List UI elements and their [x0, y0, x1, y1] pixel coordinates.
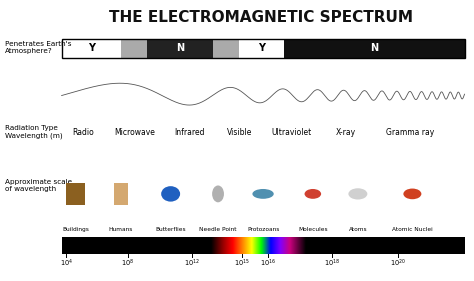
Text: $10^{18}$: $10^{18}$: [324, 258, 340, 269]
Bar: [114, 183, 128, 205]
Bar: [213, 39, 239, 58]
Ellipse shape: [403, 189, 421, 199]
Text: Butterflies: Butterflies: [155, 226, 186, 232]
Text: Y: Y: [258, 44, 265, 53]
Bar: [62, 39, 121, 58]
Text: Microwave: Microwave: [115, 128, 155, 137]
Text: Radio: Radio: [72, 128, 94, 137]
Bar: [66, 183, 85, 205]
Text: Ultraviolet: Ultraviolet: [272, 128, 311, 137]
Text: Needle Point: Needle Point: [199, 226, 237, 232]
Text: Atoms: Atoms: [348, 226, 367, 232]
Text: $10^{12}$: $10^{12}$: [184, 258, 200, 269]
Bar: [147, 39, 213, 58]
Text: Buildings: Buildings: [63, 226, 89, 232]
Ellipse shape: [304, 189, 321, 199]
Text: THE ELECTROMAGNETIC SPECTRUM: THE ELECTROMAGNETIC SPECTRUM: [109, 10, 413, 25]
Text: $10^{16}$: $10^{16}$: [260, 258, 276, 269]
Text: Radiation Type
Wavelength (m): Radiation Type Wavelength (m): [5, 125, 63, 139]
Bar: [62, 39, 465, 58]
Text: Protozoans: Protozoans: [247, 226, 279, 232]
Text: Gramma ray: Gramma ray: [386, 128, 434, 137]
Text: X-ray: X-ray: [336, 128, 356, 137]
Text: Atomic Nuclei: Atomic Nuclei: [392, 226, 433, 232]
Text: $10^{4}$: $10^{4}$: [60, 258, 73, 269]
Bar: [284, 39, 465, 58]
Bar: [239, 39, 284, 58]
Text: $10^{15}$: $10^{15}$: [234, 258, 250, 269]
Text: Humans: Humans: [109, 226, 133, 232]
Ellipse shape: [161, 186, 180, 202]
Text: $10^{20}$: $10^{20}$: [390, 258, 406, 269]
Text: Molecules: Molecules: [298, 226, 328, 232]
Ellipse shape: [212, 185, 224, 202]
Text: N: N: [176, 44, 184, 53]
Text: Visible: Visible: [227, 128, 252, 137]
Text: N: N: [370, 44, 379, 53]
Text: $10^{8}$: $10^{8}$: [121, 258, 135, 269]
Bar: [121, 39, 147, 58]
Text: Approximate scale
of wavelength: Approximate scale of wavelength: [5, 179, 72, 192]
Text: Infrared: Infrared: [174, 128, 205, 137]
Text: Y: Y: [88, 44, 95, 53]
Ellipse shape: [253, 189, 274, 199]
Text: Penetrates Earth's
Atmosphere?: Penetrates Earth's Atmosphere?: [5, 41, 71, 54]
Ellipse shape: [348, 188, 367, 200]
